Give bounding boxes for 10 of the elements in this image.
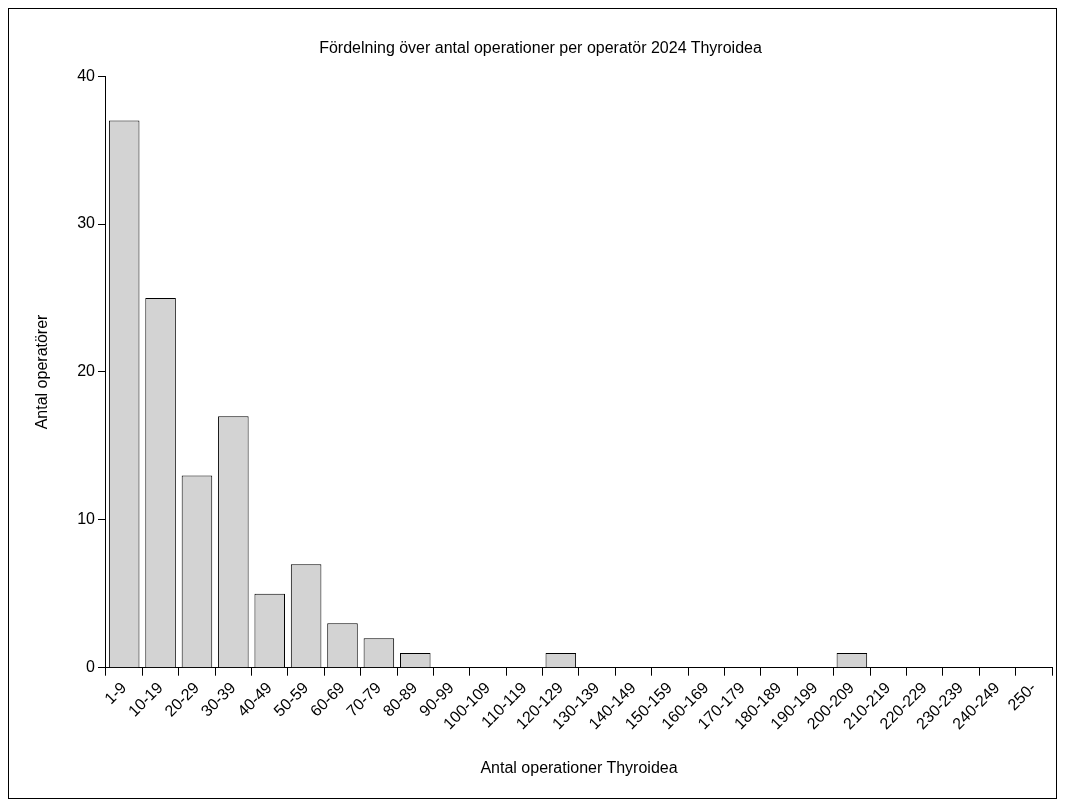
x-axis-title: Antal operationer Thyroidea	[480, 758, 678, 776]
y-tick-label: 10	[77, 510, 96, 528]
x-tick-label: 250-	[1004, 678, 1040, 714]
y-tick-label: 30	[77, 214, 96, 232]
y-axis-title: Antal operatörer	[33, 313, 51, 430]
x-tick-label: 1-9	[101, 678, 130, 708]
y-tick-label: 40	[77, 66, 96, 84]
y-tick-label: 0	[86, 658, 96, 676]
y-tick-label: 20	[77, 362, 96, 380]
chart-title: Fördelning över antal operationer per operatör 2024 Thyroidea	[319, 39, 762, 57]
